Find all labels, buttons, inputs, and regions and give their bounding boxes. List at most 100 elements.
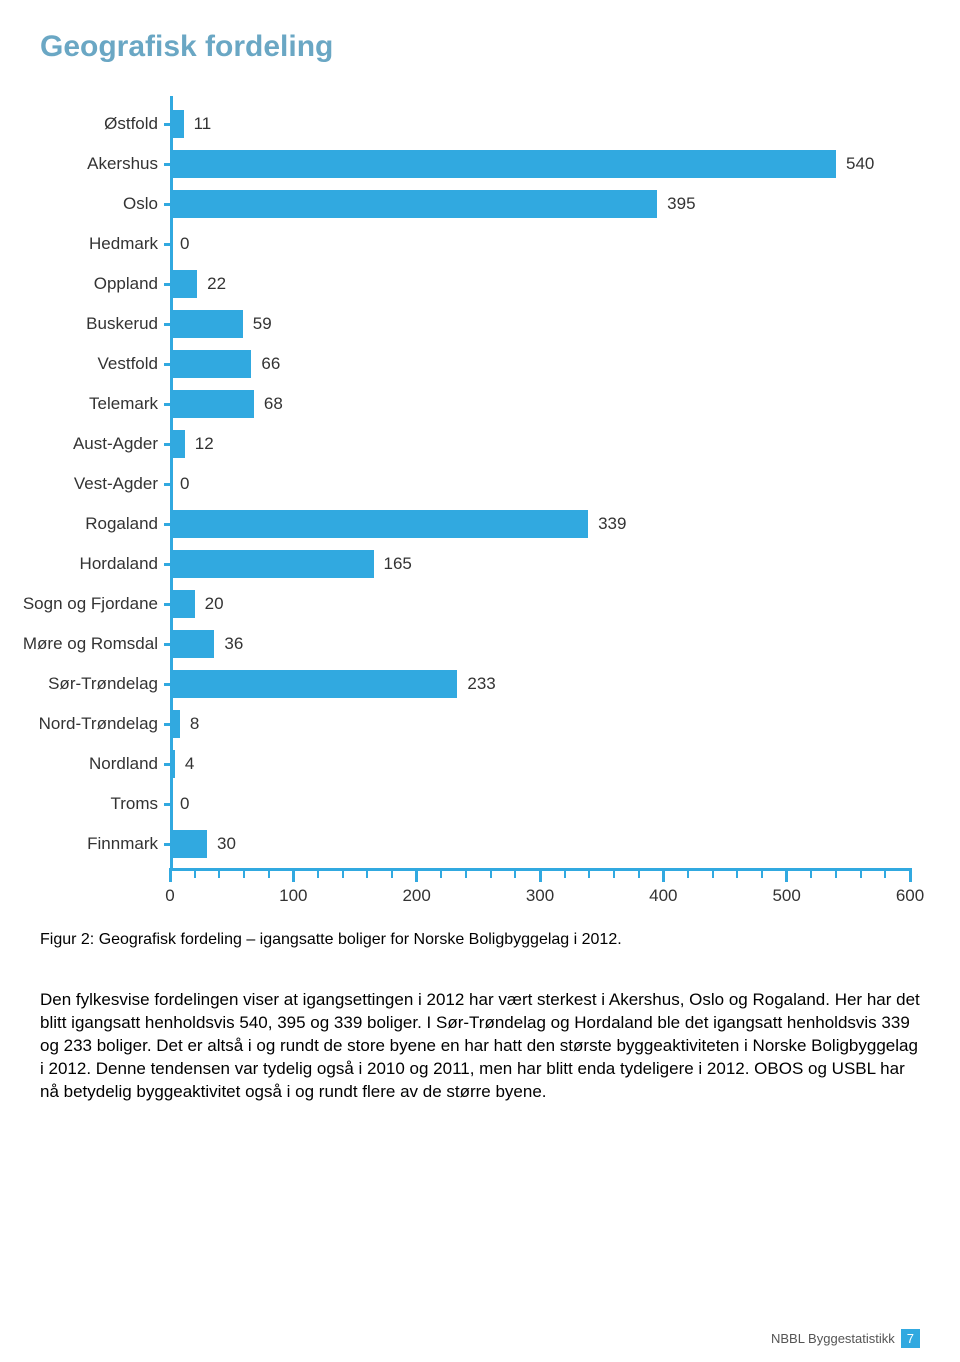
bar [170,510,588,538]
x-tick-minor [268,868,270,878]
x-tick-minor [317,868,319,878]
bar-value: 0 [180,794,189,814]
x-tick-minor [194,868,196,878]
x-axis-label: 500 [772,886,800,906]
bar-row: Nordland4 [170,744,910,784]
x-tick-minor [860,868,862,878]
x-tick-major [539,868,542,882]
bar-label: Finnmark [87,834,158,854]
bars-container: Østfold11Akershus540Oslo395Hedmark0Oppla… [170,104,910,864]
bar-value: 66 [261,354,280,374]
bar-row: Oppland22 [170,264,910,304]
bar-value: 22 [207,274,226,294]
x-tick-minor [638,868,640,878]
x-tick-minor [465,868,467,878]
bar-value: 4 [185,754,194,774]
x-tick-major [909,868,912,882]
bar-label: Sør-Trøndelag [48,674,158,694]
bar-row: Buskerud59 [170,304,910,344]
x-axis-label: 600 [896,886,924,906]
bar-label: Vest-Agder [74,474,158,494]
x-tick-minor [588,868,590,878]
bar-row: Aust-Agder12 [170,424,910,464]
bar [170,150,836,178]
footer-text: NBBL Byggestatistikk [771,1331,895,1346]
bar-row: Møre og Romsdal36 [170,624,910,664]
bar-value: 12 [195,434,214,454]
bar-value: 30 [217,834,236,854]
bar-label: Nordland [89,754,158,774]
bar-label: Buskerud [86,314,158,334]
bar-label: Aust-Agder [73,434,158,454]
bar-label: Hedmark [89,234,158,254]
bar-row: Rogaland339 [170,504,910,544]
bar-row: Hordaland165 [170,544,910,584]
x-tick-minor [514,868,516,878]
bar-label: Oppland [94,274,158,294]
x-axis-label: 400 [649,886,677,906]
bar-value: 68 [264,394,283,414]
bar-row: Østfold11 [170,104,910,144]
bar-value: 0 [180,234,189,254]
bar-value: 395 [667,194,695,214]
x-tick-minor [490,868,492,878]
bar-row: Finnmark30 [170,824,910,864]
x-tick-minor [243,868,245,878]
footer-page: 7 [901,1329,920,1348]
x-tick-minor [564,868,566,878]
bar [170,550,374,578]
x-tick-minor [613,868,615,878]
bar-row: Oslo395 [170,184,910,224]
x-tick-minor [736,868,738,878]
x-tick-major [169,868,172,882]
x-tick-minor [835,868,837,878]
x-tick-major [292,868,295,882]
bar-row: Vestfold66 [170,344,910,384]
bar-value: 20 [205,594,224,614]
bar-label: Møre og Romsdal [23,634,158,654]
x-tick-minor [810,868,812,878]
x-axis: 0100200300400500600 [170,868,910,871]
bar-value: 36 [224,634,243,654]
x-tick-minor [687,868,689,878]
bar [170,630,214,658]
x-axis-label: 0 [165,886,174,906]
chart: Østfold11Akershus540Oslo395Hedmark0Oppla… [170,104,910,871]
bar [170,590,195,618]
x-axis-label: 300 [526,886,554,906]
bar-value: 540 [846,154,874,174]
bar [170,110,184,138]
bar-label: Oslo [123,194,158,214]
bar-row: Hedmark0 [170,224,910,264]
bar [170,390,254,418]
bar [170,750,175,778]
x-tick-minor [440,868,442,878]
x-tick-minor [342,868,344,878]
x-tick-major [415,868,418,882]
x-tick-minor [884,868,886,878]
bar [170,830,207,858]
bar-label: Akershus [87,154,158,174]
bar-label: Rogaland [85,514,158,534]
x-axis-label: 100 [279,886,307,906]
x-tick-major [662,868,665,882]
bar-row: Telemark68 [170,384,910,424]
figure-caption: Figur 2: Geografisk fordeling – igangsat… [40,931,920,949]
bar-value: 0 [180,474,189,494]
body-text: Den fylkesvise fordelingen viser at igan… [40,989,920,1104]
x-tick-minor [761,868,763,878]
bar-label: Sogn og Fjordane [23,594,158,614]
bar-row: Akershus540 [170,144,910,184]
x-tick-minor [391,868,393,878]
bar [170,310,243,338]
bar-label: Telemark [89,394,158,414]
bar [170,710,180,738]
bar-label: Troms [110,794,158,814]
bar-label: Vestfold [98,354,159,374]
bar-value: 8 [190,714,199,734]
bar-row: Troms0 [170,784,910,824]
bar [170,190,657,218]
bar [170,670,457,698]
bar-value: 339 [598,514,626,534]
x-tick-minor [712,868,714,878]
